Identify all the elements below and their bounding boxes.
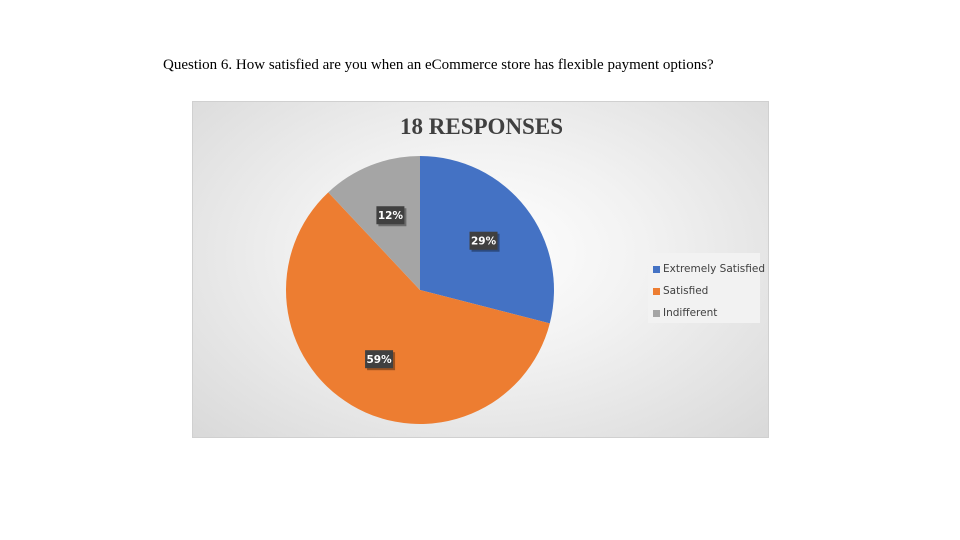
svg-text:29%: 29% [471,236,497,248]
legend-swatch [653,287,660,295]
data-label-satisfied: 59% [365,350,396,371]
pie-slice-satisfied [285,192,550,425]
question-text: Question 6. How satisfied are you when a… [163,57,714,73]
chart-title: 18 RESPONSES [400,114,563,139]
legend-label: Satisfied [663,285,709,297]
legend-item-extremely-satisfied: Extremely Satisfied [653,258,765,280]
chart-legend: Extremely Satisfied Satisfied Indifferent [648,253,765,324]
legend-swatch [653,265,660,273]
pie-slice-indifferent [328,156,420,290]
svg-text:59%: 59% [367,354,393,366]
legend-label: Indifferent [663,307,718,319]
legend-swatch [653,309,660,317]
data-label-extremely-satisfied: 29% [469,231,500,252]
pie-chart: 29% 59% 12% [285,156,554,425]
svg-text:12%: 12% [378,210,404,222]
legend-item-indifferent: Indifferent [653,302,760,324]
data-label-indifferent: 12% [376,206,407,227]
legend-label: Extremely Satisfied [663,263,766,275]
chart-area: 18 RESPONSES 29% 59% 12% Extremely Satisfi… [192,101,769,438]
legend-item-satisfied: Satisfied [653,280,760,302]
